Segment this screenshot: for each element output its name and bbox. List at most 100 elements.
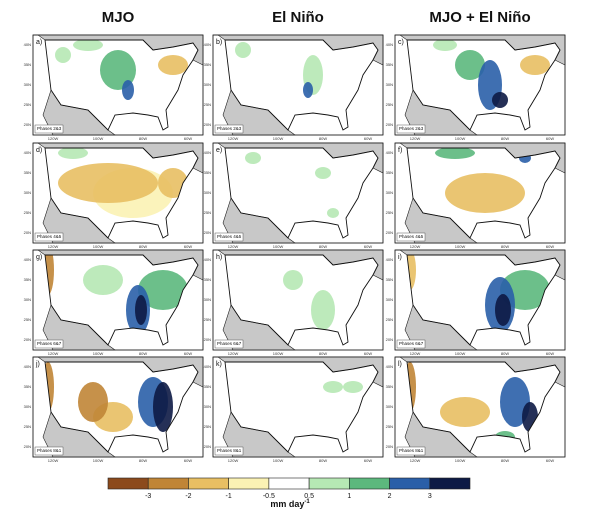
- phase-label: Phases 6&7: [217, 341, 242, 346]
- panel-frame: [212, 34, 384, 136]
- lat-tick-label: 35N: [386, 384, 393, 389]
- map-panel: f) Phases 4&5 40N 35N 30N 25N 20N 120W 100W 80W 60…: [386, 142, 566, 249]
- phase-label: Phases 6&7: [399, 341, 424, 346]
- colorbar-tick-label: -1: [226, 493, 232, 500]
- anomaly-blob: [55, 47, 71, 63]
- panel-label: f): [398, 147, 402, 154]
- us-outline: [406, 39, 561, 131]
- anomaly-blob: [311, 290, 335, 330]
- anomaly-blob: [433, 40, 457, 51]
- panel-frame: [212, 356, 384, 458]
- lon-tick-label: 60W: [546, 244, 554, 249]
- lat-tick-label: 20N: [204, 230, 211, 235]
- lon-tick-label: 120W: [410, 136, 421, 141]
- phase-label: Phases 2&3: [217, 126, 242, 131]
- unit-text: mm day: [270, 499, 304, 509]
- lat-tick-label: 20N: [24, 230, 31, 235]
- lat-tick-label: 35N: [204, 277, 211, 282]
- lat-tick-label: 25N: [204, 317, 211, 322]
- lon-tick-label: 120W: [228, 458, 239, 463]
- lat-tick-label: 25N: [24, 102, 31, 107]
- lat-tick-label: 20N: [24, 122, 31, 127]
- lon-tick-label: 120W: [410, 458, 421, 463]
- lon-tick-label: 80W: [501, 351, 509, 356]
- lon-tick-label: 80W: [319, 351, 327, 356]
- map-panel: j) Phases 8&1 40N 35N 30N 25N 20N 120W 100W 80W 60…: [24, 356, 204, 463]
- lat-tick-label: 30N: [24, 82, 31, 87]
- lon-tick-label: 100W: [93, 458, 104, 463]
- panel-label: j): [35, 361, 40, 368]
- lat-tick-label: 35N: [24, 170, 31, 175]
- phase-label: Phases 2&3: [399, 126, 424, 131]
- lat-tick-label: 35N: [204, 170, 211, 175]
- panel-frame: [394, 249, 566, 351]
- anomaly-field: [433, 40, 550, 110]
- anomaly-blob: [303, 82, 313, 98]
- anomaly-blob: [235, 42, 251, 58]
- colorbar-tick-label: -2: [185, 493, 191, 500]
- lon-tick-label: 80W: [501, 136, 509, 141]
- lat-tick-label: 25N: [24, 424, 31, 429]
- colorbar-tick-label: 0.5: [304, 493, 314, 500]
- colorbar-tick-label: 3: [428, 493, 432, 500]
- phase-label: Phases 8&1: [37, 448, 62, 453]
- anomaly-blob: [58, 148, 88, 159]
- phase-box: [214, 232, 244, 242]
- map-panel: b) Phases 2&3 40N 35N 30N 25N 20N 120W 100W 80W 60…: [204, 34, 384, 141]
- phase-box: [34, 232, 64, 242]
- lon-tick-label: 60W: [546, 136, 554, 141]
- panel-label: l): [398, 361, 402, 368]
- lat-tick-label: 20N: [24, 337, 31, 342]
- lat-tick-label: 35N: [386, 62, 393, 67]
- lat-tick-label: 35N: [24, 62, 31, 67]
- lat-tick-label: 35N: [204, 62, 211, 67]
- anomaly-blob: [83, 265, 123, 295]
- lat-tick-label: 40N: [24, 150, 31, 155]
- lat-tick-label: 30N: [386, 297, 393, 302]
- lon-tick-label: 60W: [364, 136, 372, 141]
- phase-label: Phases 8&1: [399, 448, 424, 453]
- anomaly-blob: [323, 381, 343, 393]
- lon-tick-label: 60W: [364, 458, 372, 463]
- panel-frame: [32, 34, 204, 136]
- lat-tick-label: 20N: [386, 230, 393, 235]
- panel-frame: [394, 34, 566, 136]
- anomaly-blob: [153, 382, 173, 432]
- phase-box: [34, 339, 64, 349]
- lat-tick-label: 40N: [386, 257, 393, 262]
- anomaly-field: [45, 255, 188, 335]
- lat-tick-label: 30N: [386, 82, 393, 87]
- lon-tick-label: 80W: [319, 244, 327, 249]
- lat-tick-label: 40N: [204, 42, 211, 47]
- colorbar-box: [308, 477, 350, 490]
- lat-tick-label: 20N: [204, 122, 211, 127]
- anomaly-blob: [245, 152, 261, 164]
- lon-tick-label: 120W: [48, 458, 59, 463]
- lat-tick-label: 40N: [386, 364, 393, 369]
- lon-tick-label: 60W: [364, 351, 372, 356]
- lon-tick-label: 100W: [93, 136, 104, 141]
- map-panel: a) Phases 2&3 40N 35N 30N 25N 20N 120W 100W 80W 60…: [24, 34, 204, 141]
- phase-box: [396, 446, 426, 456]
- phase-box: [396, 339, 426, 349]
- lon-tick-label: 100W: [273, 458, 284, 463]
- lon-tick-label: 80W: [139, 351, 147, 356]
- lon-tick-label: 120W: [228, 136, 239, 141]
- lon-tick-label: 60W: [184, 458, 192, 463]
- lon-tick-label: 120W: [48, 136, 59, 141]
- lat-tick-label: 25N: [386, 102, 393, 107]
- colorbar-box: [389, 477, 431, 490]
- phase-box: [214, 339, 244, 349]
- anomaly-blob: [407, 255, 416, 290]
- colorbar-unit: mm day-1: [270, 499, 310, 510]
- anomaly-blob: [492, 92, 508, 108]
- anomaly-field: [55, 40, 188, 100]
- lat-tick-label: 35N: [386, 277, 393, 282]
- lon-tick-label: 80W: [139, 244, 147, 249]
- lat-tick-label: 20N: [204, 444, 211, 449]
- panel-frame: [394, 142, 566, 244]
- us-outline: [44, 254, 199, 346]
- map-panel: h) Phases 6&7 40N 35N 30N 25N 20N 120W 100W 80W 60…: [204, 249, 384, 356]
- lon-tick-label: 100W: [455, 136, 466, 141]
- lon-tick-label: 60W: [546, 351, 554, 356]
